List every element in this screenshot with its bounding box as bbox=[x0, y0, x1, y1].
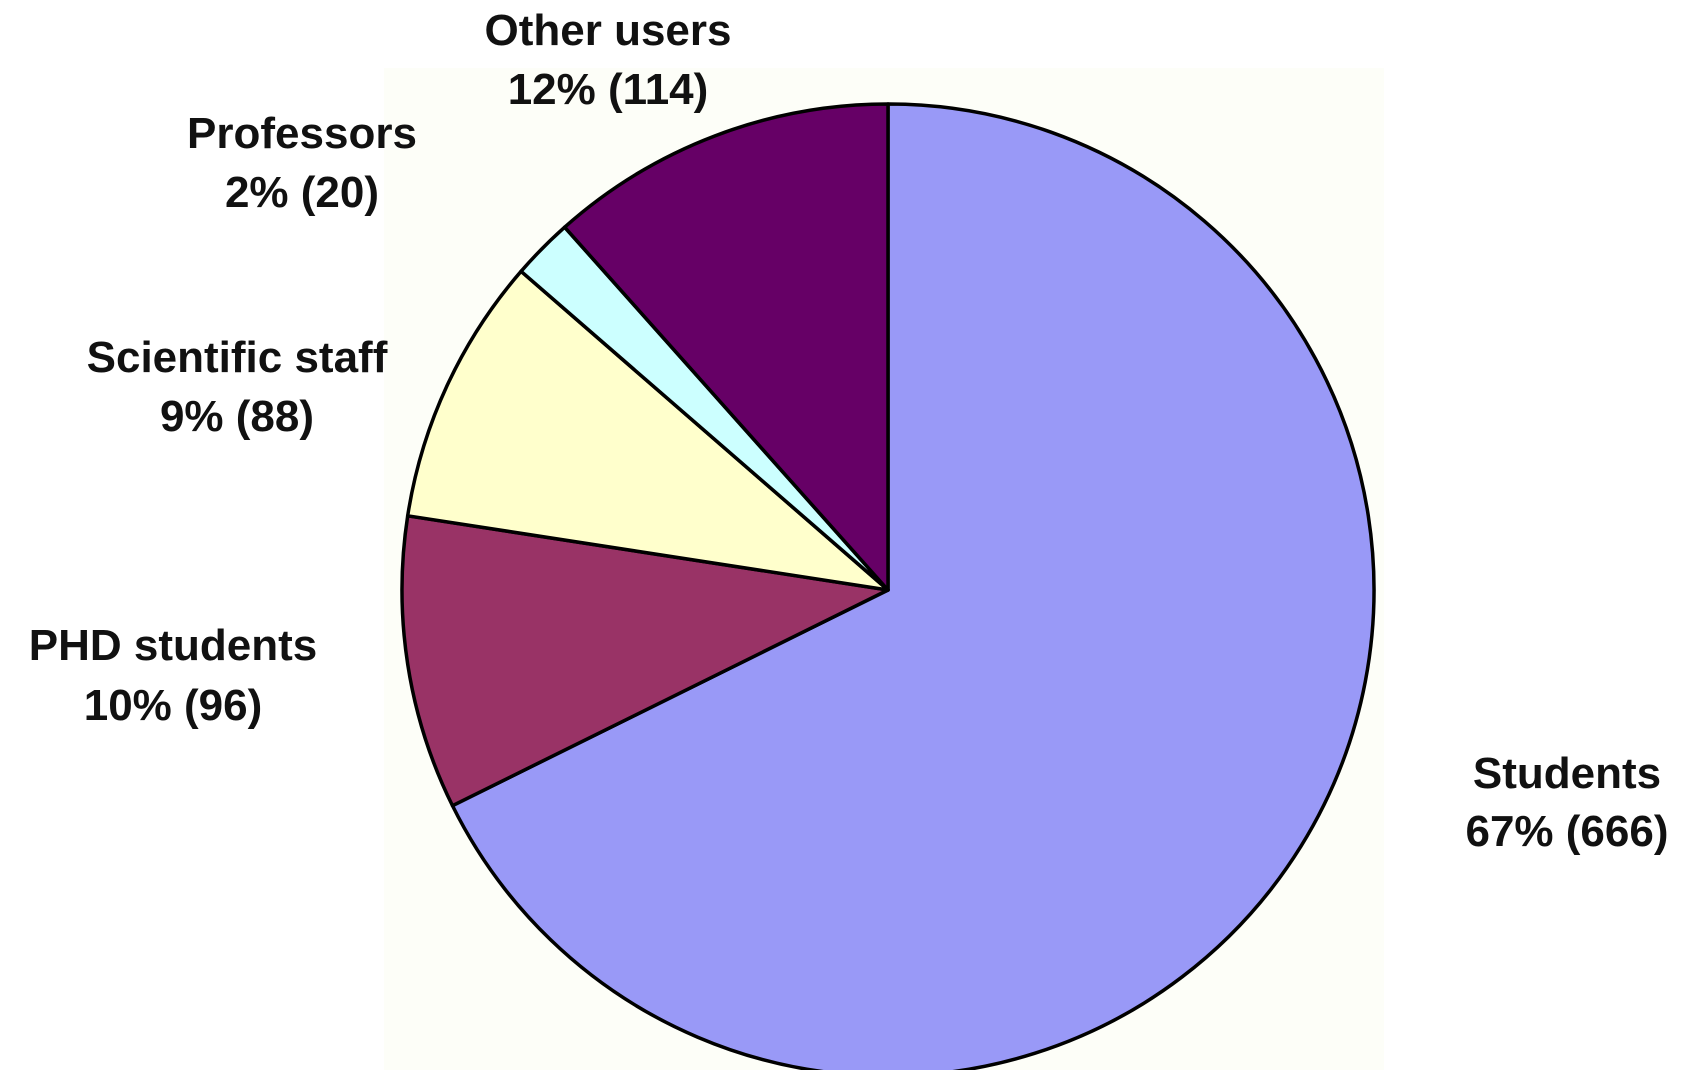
pie-slice-other-users bbox=[562, 102, 890, 592]
slice-label-value-phd-students: 10% (96) bbox=[84, 681, 263, 730]
pie-slice-phd-students bbox=[400, 514, 890, 808]
pie-slices bbox=[400, 102, 1376, 1070]
slice-label-name-other-users: Other users bbox=[485, 6, 732, 55]
slice-label-value-scientific-staff: 9% (88) bbox=[160, 392, 314, 441]
slice-label-value-professors: 2% (20) bbox=[225, 168, 379, 217]
pie-labels: Students 67% (666) PHD students 10% (96)… bbox=[29, 6, 1669, 856]
slice-label-name-scientific-staff: Scientific staff bbox=[87, 333, 388, 382]
pie-slice-students bbox=[450, 102, 1376, 1070]
pie-slice-scientific-staff bbox=[405, 269, 890, 592]
slice-label-value-students: 67% (666) bbox=[1465, 807, 1668, 856]
slice-label-name-students: Students bbox=[1473, 749, 1661, 798]
slice-label-name-professors: Professors bbox=[187, 109, 417, 158]
slice-label-name-phd-students: PHD students bbox=[29, 621, 317, 670]
slice-label-value-other-users: 12% (114) bbox=[508, 65, 709, 114]
